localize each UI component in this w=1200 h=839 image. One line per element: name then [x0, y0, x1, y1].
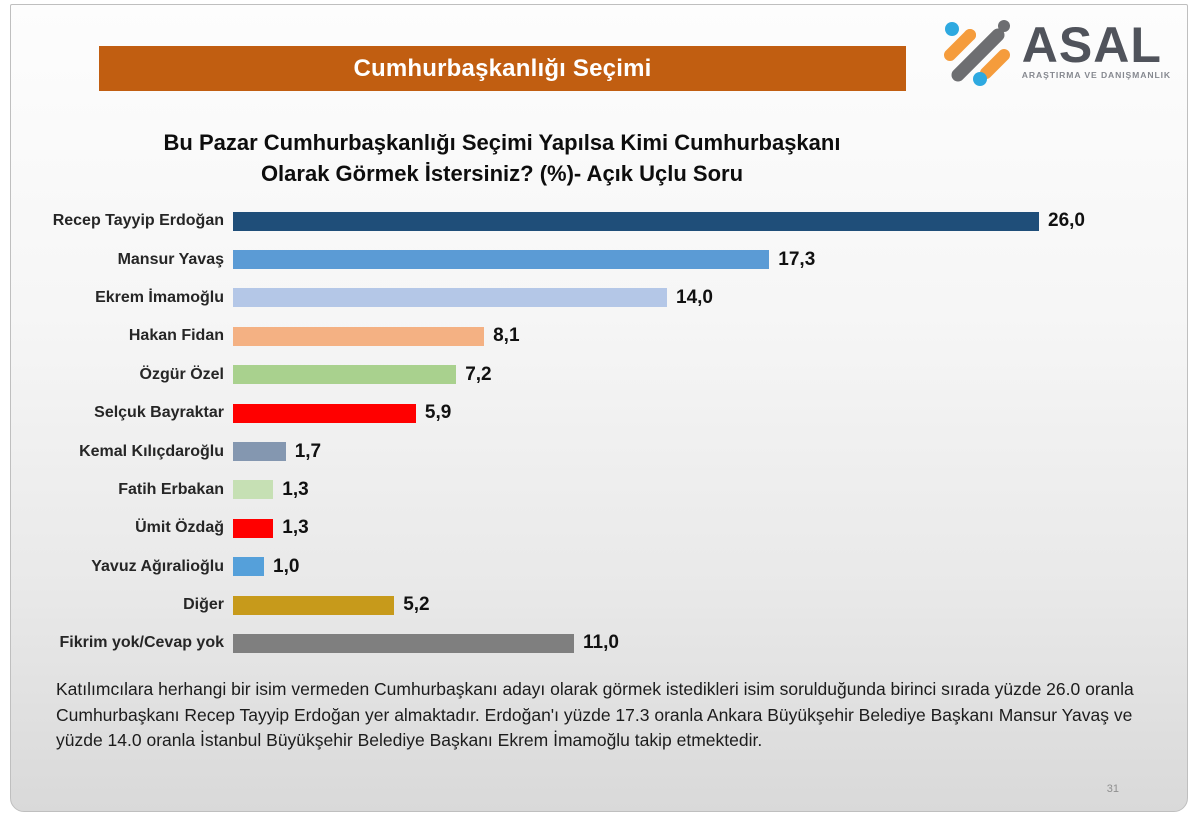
bar-track: 1,0 — [233, 556, 1039, 578]
bar-value: 14,0 — [676, 286, 713, 308]
bar-track: 1,3 — [233, 479, 1039, 501]
bar-value: 17,3 — [778, 248, 816, 270]
bar-row: Kemal Kılıçdaroğlu 1,7 — [41, 432, 1161, 470]
bar-track: 17,3 — [233, 249, 1039, 271]
asal-logo: ASAL ARAŞTIRMA VE DANIŞMANLIK — [940, 13, 1171, 89]
bar-track: 1,7 — [233, 441, 1039, 463]
bar-row: Fatih Erbakan 1,3 — [41, 471, 1161, 509]
bar-value: 5,2 — [403, 594, 430, 616]
chart-title-line1: Bu Pazar Cumhurbaşkanlığı Seçimi Yapılsa… — [163, 130, 841, 155]
bar-label: Fatih Erbakan — [118, 480, 224, 498]
bar-track: 7,2 — [233, 364, 1039, 386]
bar — [233, 557, 264, 577]
bar-row: Yavuz Ağıralioğlu 1,0 — [41, 548, 1161, 586]
bar-row: Hakan Fidan 8,1 — [41, 317, 1161, 355]
bar-value: 1,0 — [273, 555, 300, 577]
logo-text: ASAL ARAŞTIRMA VE DANIŞMANLIK — [1021, 17, 1171, 80]
bar — [233, 633, 574, 653]
bar-value: 5,9 — [424, 402, 452, 424]
bar-label: Fikrim yok/Cevap yok — [59, 634, 224, 652]
bar-value: 8,1 — [493, 325, 520, 347]
logo-name: ASAL — [1021, 17, 1162, 73]
bar-label: Yavuz Ağıralioğlu — [91, 557, 224, 575]
bar-value: 7,2 — [465, 363, 492, 385]
logo-subtitle: ARAŞTIRMA VE DANIŞMANLIK — [1021, 70, 1171, 80]
bar-value: 1,7 — [294, 440, 322, 462]
bar-track: 14,0 — [233, 287, 1039, 309]
chart-title-line2: Olarak Görmek İstersiniz? (%)- Açık Uçlu… — [260, 161, 744, 187]
bar-value: 1,3 — [282, 517, 309, 539]
bar-chart: Recep Tayyip Erdoğan 26,0 Mansur Yavaş 1… — [41, 202, 1161, 663]
bar-label: Mansur Yavaş — [117, 250, 224, 268]
asal-logo-icon — [943, 20, 1010, 86]
bar-label: Hakan Fidan — [128, 327, 224, 345]
bar-label: Selçuk Bayraktar — [94, 404, 224, 422]
bar-label: Diğer — [183, 596, 224, 614]
bar-label: Kemal Kılıçdaroğlu — [79, 442, 224, 460]
bar-row: Ümit Özdağ 1,3 — [41, 509, 1161, 547]
bar — [233, 442, 286, 462]
bar-row: Özgür Özel 7,2 — [41, 356, 1161, 394]
bar-row: Recep Tayyip Erdoğan 26,0 — [41, 202, 1161, 240]
bar-value: 11,0 — [583, 632, 619, 654]
bar — [233, 211, 1039, 231]
bar-row: Selçuk Bayraktar 5,9 — [41, 394, 1161, 432]
bar-track: 26,0 — [233, 210, 1085, 232]
bar-label: Özgür Özel — [139, 365, 224, 383]
chart-title: Bu Pazar Cumhurbaşkanlığı Seçimi Yapılsa… — [91, 127, 913, 189]
bar-chart-rows: Recep Tayyip Erdoğan 26,0 Mansur Yavaş 1… — [41, 202, 1161, 663]
bar-track: 8,1 — [233, 325, 1039, 347]
bar — [233, 326, 485, 346]
bar — [233, 518, 274, 538]
bar-row: Ekrem İmamoğlu 14,0 — [41, 279, 1161, 317]
slide: Cumhurbaşkanlığı Seçimi ASAL ARAŞTIRMA V… — [10, 4, 1188, 812]
footnote: Katılımcılara herhangi bir isim vermeden… — [56, 679, 1134, 751]
bar — [233, 595, 395, 615]
bar-label: Ümit Özdağ — [135, 519, 224, 537]
bar-row: Mansur Yavaş 17,3 — [41, 240, 1161, 278]
bar — [233, 365, 457, 385]
bar-label: Ekrem İmamoğlu — [95, 288, 224, 306]
bar-row: Diğer 5,2 — [41, 586, 1161, 624]
banner-title: Cumhurbaşkanlığı Seçimi — [353, 54, 652, 82]
bar-track: 5,9 — [233, 402, 1039, 424]
bar — [233, 403, 416, 423]
bar — [233, 480, 274, 500]
bar — [233, 250, 770, 270]
bar-value: 1,3 — [282, 478, 309, 500]
bar-value: 26,0 — [1048, 210, 1085, 232]
page-number: 31 — [1106, 783, 1119, 795]
header-banner: Cumhurbaşkanlığı Seçimi — [99, 46, 906, 91]
bar-track: 5,2 — [233, 594, 1039, 616]
bar-track: 11,0 — [233, 632, 1039, 654]
bar-row: Fikrim yok/Cevap yok 11,0 — [41, 624, 1161, 662]
bar-track: 1,3 — [233, 517, 1039, 539]
bar — [233, 288, 667, 308]
bar-label: Recep Tayyip Erdoğan — [52, 212, 224, 230]
